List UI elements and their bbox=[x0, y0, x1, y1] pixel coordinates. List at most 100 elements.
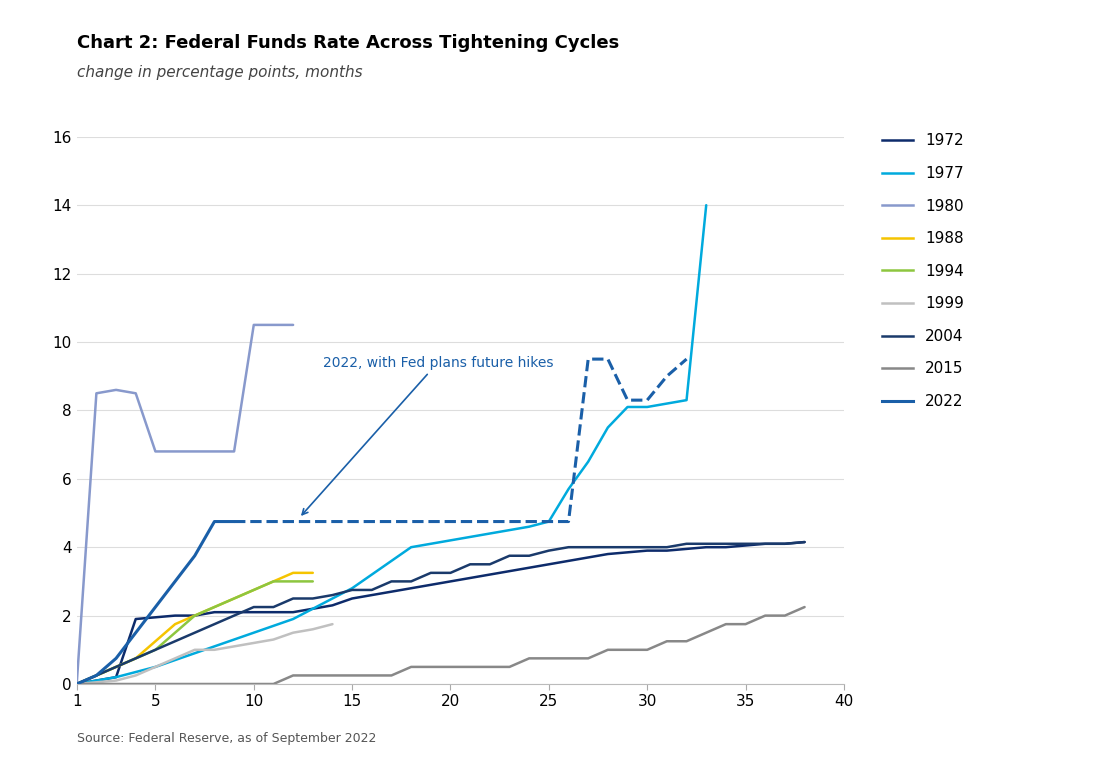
2015 bbox=[503, 663, 516, 672]
2015 bbox=[70, 679, 83, 689]
1999 bbox=[149, 663, 162, 672]
2015 bbox=[149, 679, 162, 689]
1980 bbox=[228, 447, 241, 456]
1988 bbox=[208, 603, 221, 612]
1972 bbox=[719, 543, 732, 552]
Legend: 1972, 1977, 1980, 1988, 1994, 1999, 2004, 2015, 2022: 1972, 1977, 1980, 1988, 1994, 1999, 2004… bbox=[882, 134, 963, 409]
2004 bbox=[582, 543, 595, 552]
2015 bbox=[444, 663, 457, 672]
2015 bbox=[208, 679, 221, 689]
1972 bbox=[582, 553, 595, 562]
2004 bbox=[699, 540, 712, 549]
2004 bbox=[385, 577, 398, 586]
1977 bbox=[660, 399, 673, 408]
2004 bbox=[189, 628, 202, 637]
2015 bbox=[424, 663, 437, 672]
2022 bbox=[228, 517, 241, 526]
1980 bbox=[129, 389, 142, 398]
1988 bbox=[248, 585, 261, 594]
1999 bbox=[306, 625, 319, 634]
2004 bbox=[149, 645, 162, 654]
1972 bbox=[562, 556, 575, 565]
2015 bbox=[129, 679, 142, 689]
1972 bbox=[365, 591, 378, 600]
1977 bbox=[404, 543, 418, 552]
1994 bbox=[306, 577, 319, 586]
1988 bbox=[129, 654, 142, 663]
2015 bbox=[90, 679, 103, 689]
1972 bbox=[345, 594, 358, 603]
Line: 1994: 1994 bbox=[77, 581, 312, 684]
1972 bbox=[129, 614, 142, 623]
2015 bbox=[582, 654, 595, 663]
2015 bbox=[189, 679, 202, 689]
1980 bbox=[169, 447, 182, 456]
2015 bbox=[523, 654, 536, 663]
1994 bbox=[70, 679, 83, 689]
1972 bbox=[739, 541, 752, 550]
1977 bbox=[286, 614, 299, 623]
1994 bbox=[208, 603, 221, 612]
1977 bbox=[169, 655, 182, 664]
Line: 2022: 2022 bbox=[77, 521, 235, 684]
2015 bbox=[562, 654, 575, 663]
2015 bbox=[660, 637, 673, 646]
1972 bbox=[90, 676, 103, 686]
2004 bbox=[778, 540, 791, 549]
1980 bbox=[189, 447, 202, 456]
2015 bbox=[306, 671, 319, 680]
1994 bbox=[129, 654, 142, 663]
1972 bbox=[503, 567, 516, 576]
2015 bbox=[778, 611, 791, 620]
1980 bbox=[208, 447, 221, 456]
1972 bbox=[149, 613, 162, 622]
2015 bbox=[228, 679, 241, 689]
2004 bbox=[345, 585, 358, 594]
Line: 2004: 2004 bbox=[77, 542, 804, 684]
Line: 1988: 1988 bbox=[77, 573, 312, 684]
1988 bbox=[149, 637, 162, 646]
1972 bbox=[404, 584, 418, 593]
1972 bbox=[326, 600, 339, 610]
2004 bbox=[739, 540, 752, 549]
1977 bbox=[228, 635, 241, 644]
2022 bbox=[189, 551, 202, 560]
1977 bbox=[444, 536, 457, 545]
1988 bbox=[90, 671, 103, 680]
2004 bbox=[464, 559, 477, 568]
1994 bbox=[266, 577, 279, 586]
1999 bbox=[266, 635, 279, 644]
1977 bbox=[110, 673, 123, 682]
1999 bbox=[248, 638, 261, 648]
1980 bbox=[149, 447, 162, 456]
1972 bbox=[523, 563, 536, 572]
1994 bbox=[228, 594, 241, 603]
2015 bbox=[169, 679, 182, 689]
1988 bbox=[306, 568, 319, 578]
2004 bbox=[286, 594, 299, 603]
1977 bbox=[582, 458, 595, 467]
1977 bbox=[602, 423, 615, 432]
1999 bbox=[129, 671, 142, 680]
2004 bbox=[70, 679, 83, 689]
1994 bbox=[169, 628, 182, 637]
1972 bbox=[543, 559, 556, 568]
Text: change in percentage points, months: change in percentage points, months bbox=[77, 65, 363, 80]
1994 bbox=[110, 663, 123, 672]
2022 bbox=[169, 577, 182, 586]
2015 bbox=[248, 679, 261, 689]
1977 bbox=[266, 622, 279, 631]
2004 bbox=[641, 543, 654, 552]
1994 bbox=[286, 577, 299, 586]
1972 bbox=[602, 549, 615, 559]
1972 bbox=[758, 540, 772, 549]
2004 bbox=[110, 663, 123, 672]
1972 bbox=[660, 546, 673, 555]
1972 bbox=[641, 546, 654, 555]
2004 bbox=[365, 585, 378, 594]
1977 bbox=[90, 676, 103, 686]
2015 bbox=[699, 628, 712, 637]
2004 bbox=[129, 654, 142, 663]
1988 bbox=[169, 619, 182, 629]
2004 bbox=[621, 543, 635, 552]
